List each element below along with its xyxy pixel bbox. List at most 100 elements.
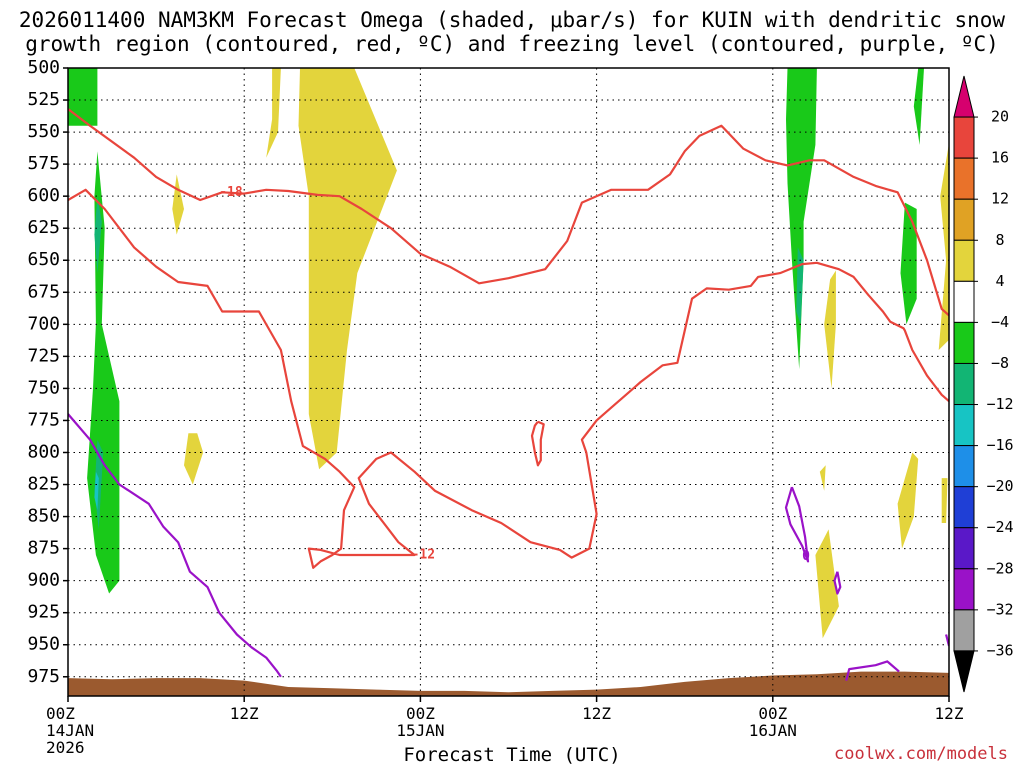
freezing-level-loop-a <box>784 486 810 563</box>
y-tick-label-750: 750 <box>27 377 60 398</box>
x-tick-label-0-2: 2026 <box>46 738 85 757</box>
y-tick-label-675: 675 <box>27 281 60 302</box>
x-tick-label-24-0: 00Z <box>406 704 435 723</box>
omega-4to8-h <box>897 452 919 549</box>
colorbar-swatch-1 <box>953 116 975 159</box>
credit-text: coolwx.com/models <box>834 744 1008 764</box>
y-tick-label-650: 650 <box>27 249 60 270</box>
colorbar-label-11: −28 <box>986 559 1013 577</box>
contour-label-1: -12 <box>412 548 435 563</box>
y-tick-label-725: 725 <box>27 345 60 366</box>
colorbar-label-0: 20 <box>991 108 1009 126</box>
contour-layer: -18 -12 0 <box>68 108 949 681</box>
omega-4to8-e <box>824 270 836 389</box>
colorbar-swatch-10 <box>953 486 975 529</box>
y-tick-label-800: 800 <box>27 441 60 462</box>
colorbar-swatch-4 <box>953 239 975 282</box>
y-tick-label-900: 900 <box>27 570 60 591</box>
chart-title-line-1: 2026011400 NAM3KM Forecast Omega (shaded… <box>18 8 1006 32</box>
colorbar-swatch-5 <box>953 280 975 323</box>
x-tick-label-0-0: 00Z <box>46 704 75 723</box>
colorbar-swatch-13 <box>953 609 975 652</box>
colorbar-swatch-11 <box>953 527 975 570</box>
y-tick-label-550: 550 <box>27 121 60 142</box>
x-tick-label-36-0: 12Z <box>582 704 611 723</box>
y-tick-label-775: 775 <box>27 409 60 430</box>
omega-4to8-c <box>172 174 184 235</box>
colorbar-label-2: 12 <box>991 190 1009 208</box>
omega-m8tom12-a <box>94 196 102 274</box>
dgz-minus12-contour <box>68 188 949 569</box>
omega-m4tom8-a <box>68 68 98 126</box>
colorbar-label-9: −20 <box>986 477 1013 495</box>
x-tick-label-0-1: 14JAN <box>46 721 94 740</box>
y-tick-label-575: 575 <box>27 153 60 174</box>
colorbar-label-3: 8 <box>995 231 1004 249</box>
freezing-level-surface <box>845 660 900 681</box>
colorbar-label-4: 4 <box>995 272 1004 290</box>
colorbar-swatch-8 <box>953 404 975 447</box>
chart-title: 2026011400 NAM3KM Forecast Omega (shaded… <box>0 8 1024 56</box>
colorbar-swatch-9 <box>953 445 975 488</box>
contour-label-0: -18 <box>219 185 243 200</box>
colorbar-swatch-3 <box>953 198 975 241</box>
omega-4to8-i <box>819 465 826 491</box>
y-tick-label-525: 525 <box>27 89 60 110</box>
colorbar-swatch-12 <box>953 568 975 611</box>
colorbar-swatch-2 <box>953 157 975 200</box>
chart-title-line-2: growth region (contoured, red, ºC) and f… <box>25 32 999 56</box>
omega-m4tom8-b <box>87 151 120 594</box>
x-tick-label-24-1: 15JAN <box>396 721 444 740</box>
colorbar-label-6: −8 <box>991 354 1009 372</box>
y-tick-label-600: 600 <box>27 185 60 206</box>
colorbar-swatch-14 <box>953 650 975 693</box>
y-tick-label-850: 850 <box>27 506 60 527</box>
omega-4to8-b <box>298 68 397 470</box>
omega-m4tom8-c <box>786 68 817 370</box>
omega-4to8-g <box>938 143 949 350</box>
colorbar-label-13: −36 <box>986 641 1013 659</box>
gridlines <box>67 67 950 696</box>
x-tick-label-12-0: 12Z <box>230 704 259 723</box>
x-tick-label-60-0: 12Z <box>935 704 964 723</box>
freezing-level-loop-b <box>833 571 842 595</box>
y-tick-label-500: 500 <box>27 57 60 78</box>
colorbar-label-8: −16 <box>986 436 1013 454</box>
omega-4to8-f <box>815 529 839 639</box>
x-axis-title: Forecast Time (UTC) <box>403 744 621 766</box>
omega-m4tom8-d <box>913 68 924 145</box>
y-tick-label-925: 925 <box>27 602 60 623</box>
omega-m12tom16-a <box>94 471 99 511</box>
contour-label-2: 0 <box>802 549 810 564</box>
colorbar-label-12: −32 <box>986 600 1013 618</box>
dgz-minus12-loop <box>530 420 545 467</box>
terrain-fill <box>68 671 949 696</box>
colorbar-swatch-6 <box>953 321 975 364</box>
y-tick-label-700: 700 <box>27 313 60 334</box>
omega-shading-layer <box>68 68 949 639</box>
omega-4to8-j <box>941 478 948 523</box>
colorbar-label-1: 16 <box>991 149 1009 167</box>
terrain-layer <box>68 671 949 696</box>
colorbar-swatch-7 <box>953 362 975 406</box>
colorbar-label-7: −12 <box>986 395 1013 413</box>
dgz-minus18-contour <box>68 108 949 317</box>
y-tick-label-875: 875 <box>27 538 60 559</box>
freezing-level-contour <box>68 413 282 678</box>
y-tick-label-625: 625 <box>27 217 60 238</box>
colorbar: 20 16 12 8 4 −4 −8 −12 −16 −20 −24 −28 −32 −36 <box>953 75 1014 693</box>
omega-4to8-a <box>266 68 281 158</box>
omega-m4tom8-e <box>900 202 917 325</box>
y-tick-label-825: 825 <box>27 474 60 495</box>
omega-4to8-d <box>184 433 204 485</box>
y-axis: 500 525 550 575 600 625 650 675 700 725 750 775 800 8… <box>27 57 68 687</box>
omega-m8tom12-b <box>94 439 104 530</box>
x-tick-label-48-1: 16JAN <box>749 721 797 740</box>
y-tick-label-950: 950 <box>27 634 60 655</box>
y-tick-label-975: 975 <box>27 666 60 687</box>
colorbar-label-10: −24 <box>986 518 1013 536</box>
colorbar-swatch-0 <box>953 75 975 118</box>
colorbar-label-5: −4 <box>991 313 1009 331</box>
